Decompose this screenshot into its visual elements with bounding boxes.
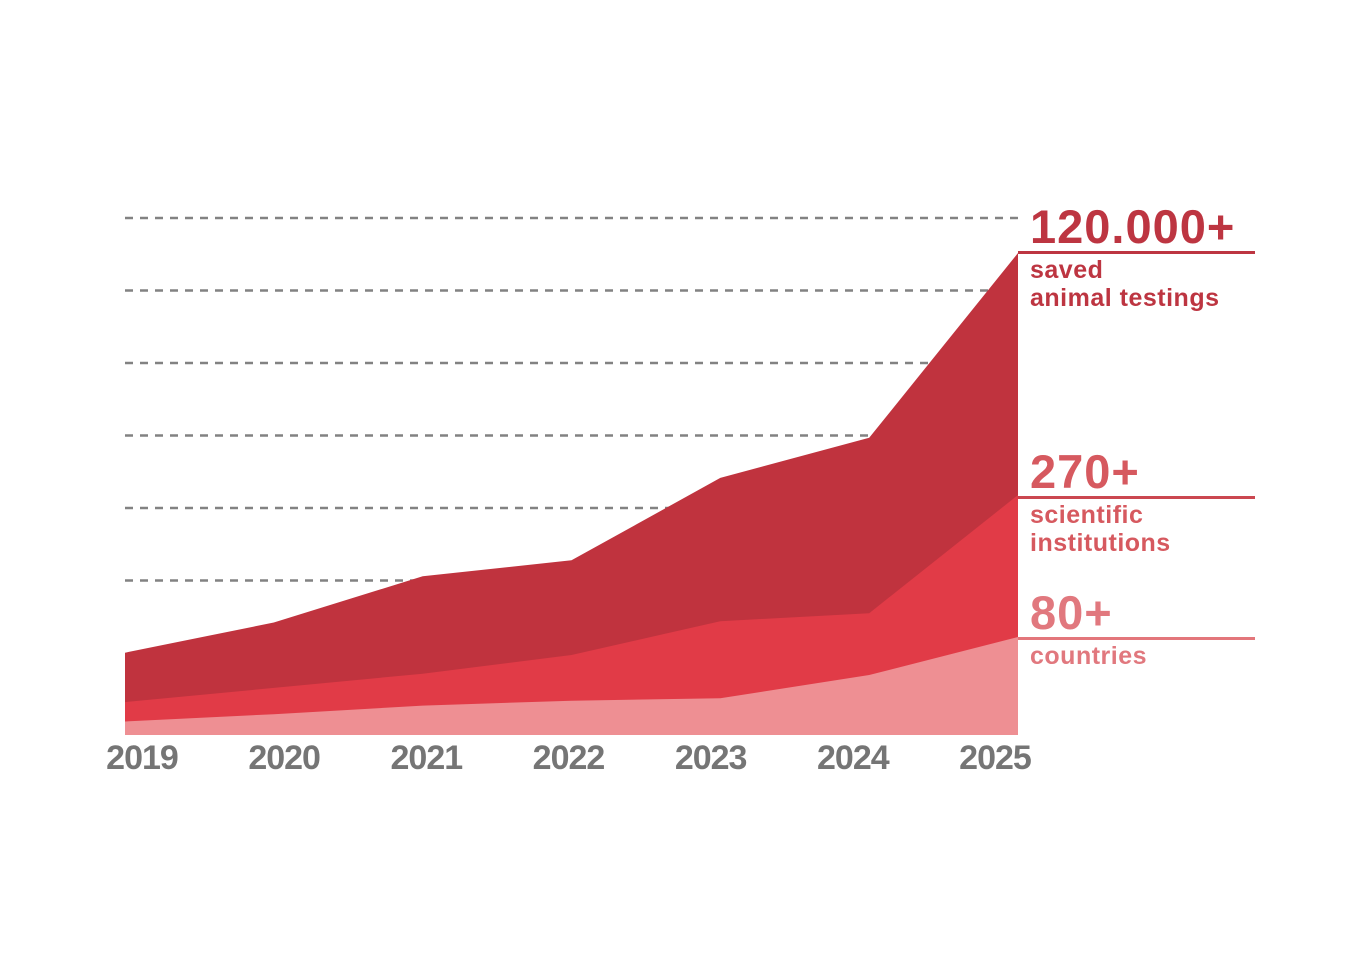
callout-label-line: animal testings [1030,284,1220,312]
callout-label-line: scientific [1030,501,1144,529]
area-scientific-institutions [125,495,1018,735]
callout-scientific-institutions: 270+ scientific institutions [1018,445,1348,557]
area-saved-animal-testings [125,253,1018,735]
x-axis-label-2024: 2024 [817,739,890,777]
callout-label-countries: countries [1018,640,1348,670]
callout-saved-animal-testings: 120.000+ saved animal testings [1018,200,1348,312]
callout-label-line: saved [1030,256,1104,284]
x-axis-label-2022: 2022 [532,739,606,777]
callout-number-saved-animal-testings: 120.000+ [1030,200,1236,253]
callout-label-line: countries [1030,642,1148,670]
x-axis-label-2021: 2021 [390,739,464,777]
area-countries [125,637,1018,735]
callout-underline-scientific-institutions [1018,496,1255,499]
callout-number-scientific-institutions: 270+ [1030,445,1140,498]
callout-underline-saved-animal-testings [1018,251,1255,254]
callout-label-line: institutions [1030,529,1171,557]
x-axis-label-2020: 2020 [248,739,321,777]
callout-number-countries: 80+ [1030,586,1113,639]
callout-countries: 80+ countries [1018,586,1348,670]
x-axis-label-2023: 2023 [674,739,748,777]
callout-label-saved-animal-testings: saved animal testings [1018,254,1348,312]
x-axis-label-2019: 2019 [106,739,179,777]
x-axis-label-2025: 2025 [959,739,1032,777]
callout-label-scientific-institutions: scientific institutions [1018,499,1348,557]
callout-underline-countries [1018,637,1255,640]
